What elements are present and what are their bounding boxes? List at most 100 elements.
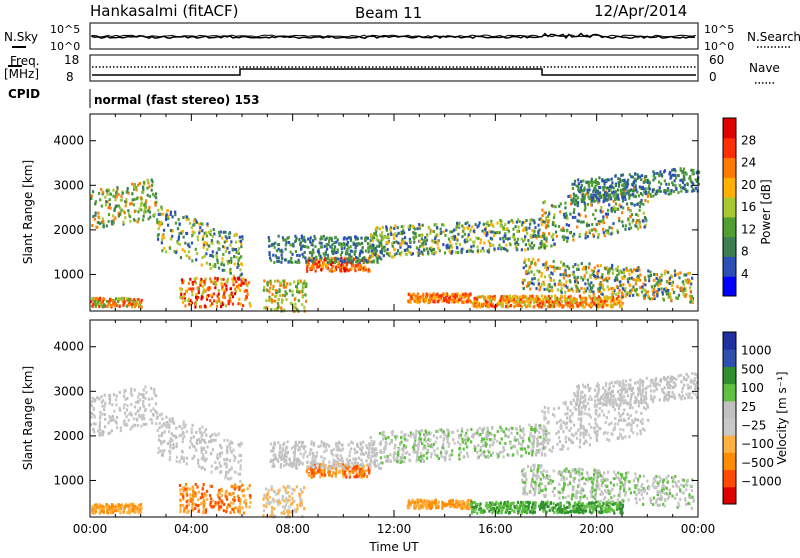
echo-cell <box>241 484 243 487</box>
echo-cell <box>548 274 550 277</box>
echo-cell <box>263 279 265 282</box>
echo-cell <box>220 231 222 234</box>
echo-cell <box>610 186 612 189</box>
echo-cell <box>203 492 205 495</box>
echo-cell <box>568 267 570 270</box>
echo-cell <box>358 260 360 263</box>
echo-cell <box>303 282 305 285</box>
echo-cell <box>584 306 586 309</box>
echo-cell <box>359 263 361 266</box>
echo-cell <box>459 243 461 246</box>
echo-cell <box>508 230 510 233</box>
freq-strip-frame <box>90 55 698 81</box>
echo-cell <box>693 189 695 192</box>
echo-cell <box>167 224 169 227</box>
echo-cell <box>608 288 610 291</box>
echo-cell <box>298 441 300 444</box>
echo-cell <box>455 242 457 245</box>
echo-cell <box>352 442 354 445</box>
echo-cell <box>266 493 268 496</box>
echo-cell <box>265 505 267 508</box>
echo-cell <box>343 467 345 470</box>
echo-cell <box>544 200 546 203</box>
echo-cell <box>219 497 221 500</box>
echo-cell <box>268 299 270 302</box>
echo-cell <box>617 231 619 234</box>
echo-cell <box>456 246 458 249</box>
echo-cell <box>678 276 680 279</box>
echo-cell <box>519 220 521 223</box>
echo-cell <box>587 203 589 206</box>
echo-cell <box>112 299 114 302</box>
echo-cell <box>663 170 665 173</box>
echo-cell <box>683 293 685 296</box>
echo-cell <box>270 283 272 286</box>
echo-cell <box>284 259 286 262</box>
echo-cell <box>317 469 319 472</box>
echo-cell <box>238 247 240 250</box>
echo-cell <box>295 285 297 288</box>
echo-cell <box>602 228 604 231</box>
echo-cell <box>525 305 527 308</box>
echo-cell <box>499 237 501 240</box>
echo-cell <box>533 305 535 308</box>
echo-cell <box>210 280 212 283</box>
echo-cell <box>274 246 276 249</box>
echo-cell <box>126 511 128 514</box>
echo-cell <box>145 200 147 203</box>
echo-cell <box>151 397 153 400</box>
echo-cell <box>108 206 110 209</box>
echo-cell <box>632 286 634 289</box>
echo-cell <box>201 293 203 296</box>
echo-cell <box>616 274 618 277</box>
echo-cell <box>373 232 375 235</box>
echo-cell <box>346 238 348 241</box>
echo-cell <box>480 250 482 253</box>
echo-cell <box>683 287 685 290</box>
echo-cell <box>180 256 182 259</box>
echo-cell <box>669 277 671 280</box>
echo-cell <box>245 505 247 508</box>
echo-cell <box>458 298 460 301</box>
echo-cell <box>90 416 92 419</box>
echo-cell <box>183 507 185 510</box>
echo-cell <box>248 506 250 509</box>
echo-cell <box>136 300 138 303</box>
echo-cell <box>553 279 555 282</box>
echo-cell <box>303 236 305 239</box>
echo-cell <box>562 304 564 307</box>
echo-cell <box>218 242 220 245</box>
echo-cell <box>101 510 103 513</box>
echo-cell <box>520 301 522 304</box>
echo-cell <box>186 500 188 503</box>
echo-cell <box>114 198 116 201</box>
echo-cell <box>368 456 370 459</box>
echo-cell <box>574 180 576 183</box>
echo-cell <box>615 190 617 193</box>
echo-cell <box>194 446 196 449</box>
echo-cell <box>240 454 242 457</box>
echo-cell <box>91 404 93 407</box>
echo-cell <box>123 511 125 514</box>
echo-cell <box>647 195 649 198</box>
echo-cell <box>127 209 129 212</box>
echo-cell <box>538 228 540 231</box>
echo-cell <box>420 234 422 237</box>
echo-cell <box>551 272 553 275</box>
echo-cell <box>219 455 221 458</box>
echo-cell <box>120 199 122 202</box>
echo-cell <box>639 225 641 228</box>
echo-cell <box>510 304 512 307</box>
echo-cell <box>183 435 185 438</box>
date-title: 12/Apr/2014 <box>594 2 687 20</box>
echo-cell <box>278 248 280 251</box>
echo-cell <box>309 251 311 254</box>
echo-cell <box>201 451 203 454</box>
echo-cell <box>308 466 310 469</box>
echo-cell <box>115 398 117 401</box>
echo-cell <box>144 207 146 210</box>
echo-cell <box>683 283 685 286</box>
echo-cell <box>239 236 241 239</box>
echo-cell <box>652 188 654 191</box>
echo-cell <box>318 251 320 254</box>
